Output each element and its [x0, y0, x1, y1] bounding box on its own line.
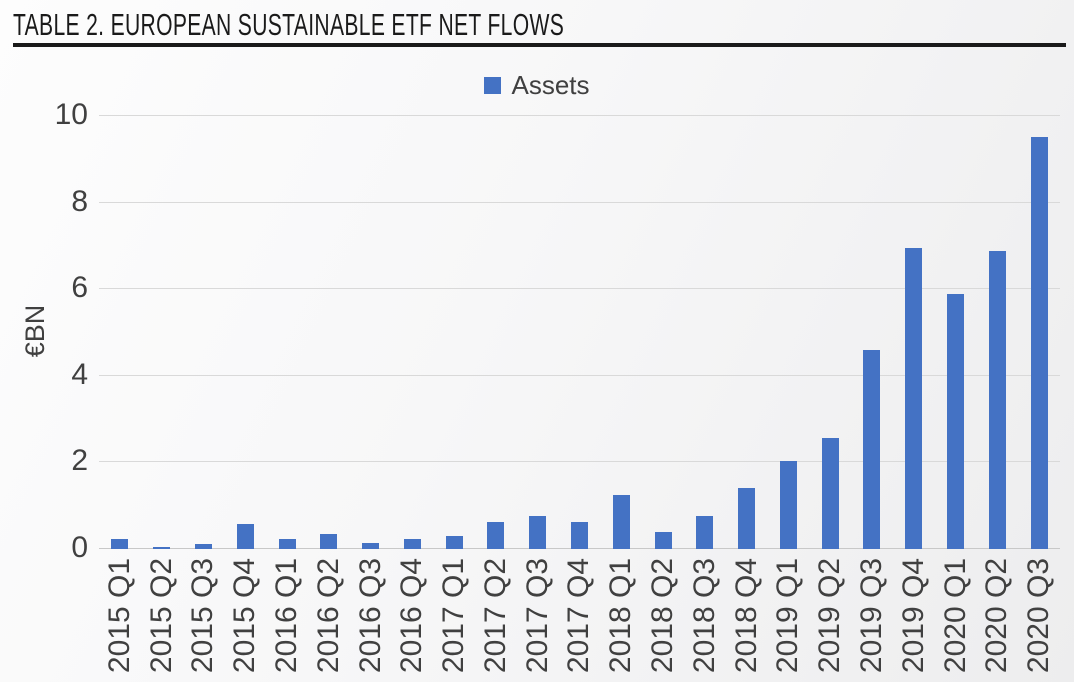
x-tick-label-2016-q3: 2016 Q3	[354, 558, 387, 674]
y-tick-label-4: 4	[71, 358, 88, 391]
bar-2020-q1	[947, 294, 964, 549]
bar-2017-q2	[487, 522, 504, 549]
chart-title: TABLE 2. EUROPEAN SUSTAINABLE ETF NET FL…	[13, 7, 565, 42]
bar-2017-q4	[571, 522, 588, 549]
x-tick-label-2017-q2: 2017 Q2	[479, 558, 512, 674]
x-tick-label-2020-q3: 2020 Q3	[1022, 558, 1055, 674]
y-tick-label-2: 2	[71, 444, 88, 477]
bar-2016-q1	[279, 539, 296, 549]
y-axis-title: €BN	[20, 304, 50, 358]
bar-2016-q2	[320, 534, 337, 549]
gridline-2	[99, 461, 1060, 462]
bar-2015-q1	[111, 539, 128, 549]
y-tick-label-8: 8	[71, 185, 88, 218]
x-tick-label-2020-q1: 2020 Q1	[939, 558, 972, 674]
x-tick-label-2015-q4: 2015 Q4	[228, 558, 261, 674]
x-tick-label-2017-q3: 2017 Q3	[521, 558, 554, 674]
bar-2017-q1	[446, 536, 463, 549]
gridline-8	[99, 202, 1060, 203]
x-tick-label-2019-q2: 2019 Q2	[813, 558, 846, 674]
x-tick-label-2015-q1: 2015 Q1	[103, 558, 136, 674]
bar-2016-q4	[404, 539, 421, 549]
bar-2015-q4	[237, 524, 254, 549]
x-tick-label-2016-q4: 2016 Q4	[395, 558, 428, 674]
legend-color-swatch-icon	[484, 76, 502, 94]
plot-area: 2015 Q1 2015 Q2 2015 Q3 2015 Q4 2016 Q1 2016 …	[99, 115, 1060, 673]
bar-2018-q3	[696, 516, 713, 549]
title-underline	[13, 43, 1066, 47]
x-tick-label-2018-q3: 2018 Q3	[688, 558, 721, 674]
bar-2019-q2	[822, 438, 839, 549]
bar-2018-q1	[613, 495, 630, 549]
x-tick-label-2015-q3: 2015 Q3	[186, 558, 219, 674]
x-tick-label-2019-q3: 2019 Q3	[855, 558, 888, 674]
y-tick-label-0: 0	[71, 531, 88, 564]
bar-2019-q3	[863, 350, 880, 549]
x-tick-label-2018-q4: 2018 Q4	[730, 558, 763, 674]
y-tick-label-10: 10	[54, 98, 88, 131]
bar-2016-q3	[362, 543, 379, 549]
x-tick-label-2020-q2: 2020 Q2	[980, 558, 1013, 674]
gridline-10	[99, 115, 1060, 116]
bar-2015-q2	[153, 547, 170, 549]
x-tick-label-2019-q4: 2019 Q4	[897, 558, 930, 674]
gridline-4	[99, 375, 1060, 376]
bar-2020-q2	[989, 251, 1006, 549]
x-tick-label-2015-q2: 2015 Q2	[145, 558, 178, 674]
x-tick-label-2016-q1: 2016 Q1	[270, 558, 303, 674]
x-tick-label-2018-q1: 2018 Q1	[604, 558, 637, 674]
bar-2018-q2	[655, 532, 672, 549]
x-tick-label-2017-q1: 2017 Q1	[437, 558, 470, 674]
bar-2019-q4	[905, 248, 922, 549]
x-tick-label-2018-q2: 2018 Q2	[646, 558, 679, 674]
x-tick-label-2017-q4: 2017 Q4	[562, 558, 595, 674]
bar-2020-q3	[1031, 137, 1048, 549]
bar-2018-q4	[738, 488, 755, 549]
y-tick-label-6: 6	[71, 271, 88, 304]
legend-label: Assets	[511, 70, 590, 100]
x-tick-label-2016-q2: 2016 Q2	[312, 558, 345, 674]
bar-2015-q3	[195, 544, 212, 549]
gridline-6	[99, 288, 1060, 289]
bar-2019-q1	[780, 461, 797, 549]
chart-legend: Assets	[0, 70, 1074, 100]
bar-2017-q3	[529, 516, 546, 549]
x-tick-label-2019-q1: 2019 Q1	[771, 558, 804, 674]
